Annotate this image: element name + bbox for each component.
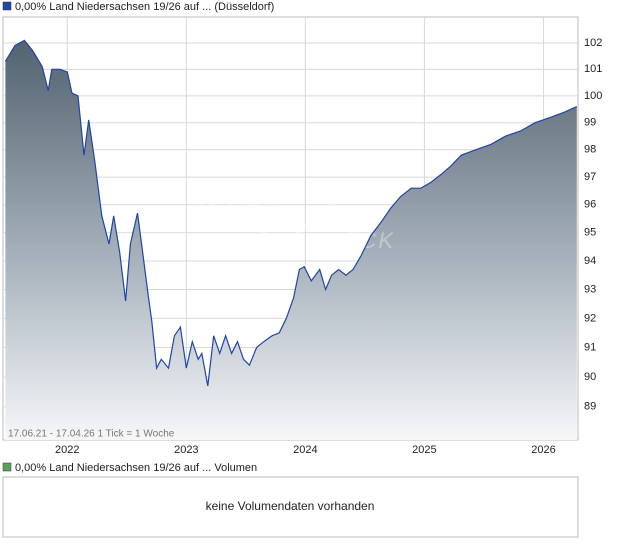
y-tick-label: 97	[584, 171, 596, 183]
y-tick-label: 99	[584, 117, 596, 129]
watermark-check	[256, 198, 340, 252]
y-tick-label: 94	[584, 255, 596, 267]
y-tick-label: 95	[584, 227, 596, 239]
watermark: CHECK	[308, 228, 395, 253]
y-tick-label: 93	[584, 283, 596, 295]
legend-swatch	[2, 1, 12, 11]
area	[5, 40, 577, 441]
y-tick-label: 98	[584, 144, 596, 156]
x-tick-label: 2023	[174, 444, 198, 456]
volume-panel	[2, 476, 579, 538]
y-tick-label: 90	[584, 371, 596, 383]
legend-entry: 0,00% Land Niedersachsen 19/26 auf ... (…	[15, 1, 274, 13]
x-tick-label: 2024	[293, 444, 317, 456]
volume-message: keine Volumendaten vorhanden	[206, 499, 375, 513]
x-tick-label: 2025	[412, 444, 436, 456]
x-tick-label: 2026	[531, 444, 555, 456]
y-tick-label: 102	[584, 37, 602, 49]
legend-swatch	[2, 462, 12, 472]
footnote: 17.06.21 - 17.04.26 1 Tick = 1 Woche	[8, 429, 175, 440]
legend-entry: 0,00% Land Niedersachsen 19/26 auf ... V…	[15, 462, 257, 474]
y-tick-label: 101	[584, 63, 602, 75]
watermark: AKTIEN	[188, 193, 281, 218]
line	[4, 39, 578, 387]
x-tick-label: 2022	[55, 444, 79, 456]
y-tick-label: 96	[584, 199, 596, 211]
y-tick-label: 92	[584, 312, 596, 324]
y-tick-label: 89	[584, 401, 596, 413]
y-tick-label: 100	[584, 90, 602, 102]
y-tick-label: 91	[584, 341, 596, 353]
